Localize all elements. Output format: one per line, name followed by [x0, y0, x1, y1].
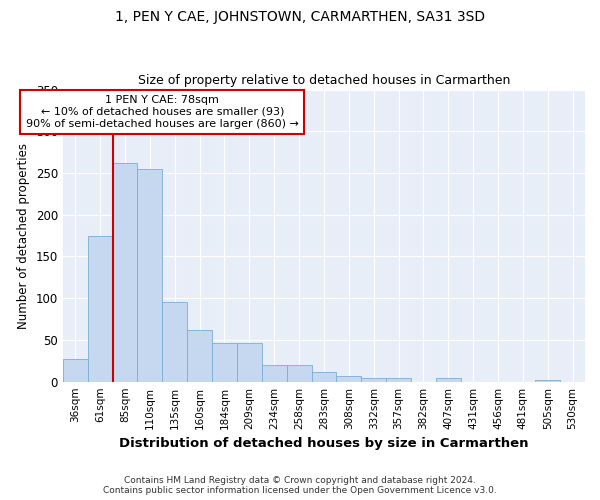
Bar — [535, 380, 560, 382]
Bar — [113, 163, 137, 382]
Bar — [311, 372, 337, 382]
Bar — [212, 344, 237, 382]
Bar — [337, 376, 361, 382]
Bar — [187, 330, 212, 382]
Bar — [88, 236, 113, 382]
Bar — [163, 302, 187, 382]
Text: 1, PEN Y CAE, JOHNSTOWN, CARMARTHEN, SA31 3SD: 1, PEN Y CAE, JOHNSTOWN, CARMARTHEN, SA3… — [115, 10, 485, 24]
Title: Size of property relative to detached houses in Carmarthen: Size of property relative to detached ho… — [138, 74, 510, 87]
Bar — [287, 365, 311, 382]
Bar — [262, 365, 287, 382]
Bar — [386, 378, 411, 382]
Bar — [436, 378, 461, 382]
Y-axis label: Number of detached properties: Number of detached properties — [17, 142, 30, 328]
Text: 1 PEN Y CAE: 78sqm
← 10% of detached houses are smaller (93)
90% of semi-detache: 1 PEN Y CAE: 78sqm ← 10% of detached hou… — [26, 96, 299, 128]
Bar — [237, 344, 262, 382]
X-axis label: Distribution of detached houses by size in Carmarthen: Distribution of detached houses by size … — [119, 437, 529, 450]
Bar — [361, 378, 386, 382]
Bar — [137, 169, 163, 382]
Text: Contains HM Land Registry data © Crown copyright and database right 2024.
Contai: Contains HM Land Registry data © Crown c… — [103, 476, 497, 495]
Bar — [63, 359, 88, 382]
